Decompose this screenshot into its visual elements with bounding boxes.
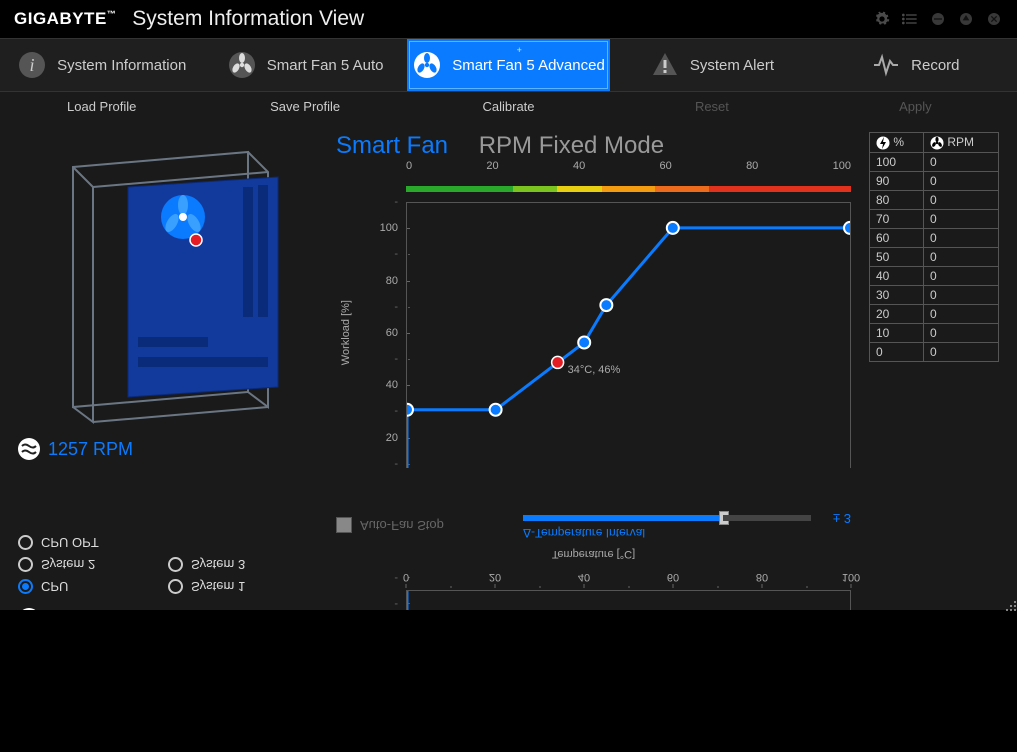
table-row[interactable]: 900 <box>870 171 999 190</box>
col-percent: % <box>893 135 904 149</box>
tab-label: Smart Fan 5 Advanced <box>452 57 605 74</box>
table-row[interactable]: 100 <box>870 323 999 342</box>
tab-label: System Information <box>57 57 186 74</box>
case-diagram <box>18 132 308 432</box>
plus-icon: + <box>517 45 522 55</box>
fan-curve-chart[interactable]: 020406080100 Workload [%] --20-40-60-80-… <box>336 548 851 610</box>
thermal-scale-bar <box>406 180 851 186</box>
col-rpm: RPM <box>947 135 974 149</box>
thermal-scale-ticks: 020406080100 <box>406 160 851 172</box>
table-row[interactable]: 300 <box>870 285 999 304</box>
maximize-icon[interactable] <box>957 10 975 28</box>
fan-radio-system-3[interactable]: System 3 <box>168 554 318 576</box>
plot-area[interactable]: 34°C, 46% <box>406 202 851 478</box>
fan-small-icon <box>930 136 944 150</box>
fan-rpm-readout: 1257 RPM <box>18 608 318 610</box>
action-reset[interactable]: Reset <box>610 92 813 122</box>
brand-logo: GIGABYTE™ <box>14 9 116 29</box>
dti-slider[interactable] <box>523 516 723 522</box>
fan-radio-system-1[interactable]: System 1 <box>168 576 318 598</box>
gear-icon[interactable] <box>873 10 891 28</box>
dti-label: Δ-Temperature Interval <box>523 526 645 540</box>
y-axis: --20-40-60-80-100- <box>360 202 402 490</box>
table-row[interactable]: 800 <box>870 190 999 209</box>
x-axis: 020406080100 <box>406 566 851 586</box>
titlebar: GIGABYTE™ System Information View <box>0 0 1017 38</box>
y-axis-label: Workload [%] <box>340 300 352 365</box>
chart-title: Smart Fan RPM Fixed Mode <box>336 132 851 160</box>
tab-label: Smart Fan 5 Auto <box>267 57 384 74</box>
fan-radio-system-2[interactable]: System 2 <box>18 554 168 576</box>
fan-radio-cpu[interactable]: CPU <box>18 576 168 598</box>
table-row[interactable]: 400 <box>870 266 999 285</box>
action-save-profile[interactable]: Save Profile <box>203 92 406 122</box>
tab-system-alert[interactable]: System Alert <box>610 39 813 91</box>
tab-smart-fan-advanced[interactable]: + Smart Fan 5 Advanced <box>407 39 610 91</box>
current-point-label: 34°C, 46% <box>568 364 621 376</box>
close-icon[interactable] <box>985 10 1003 28</box>
bolt-icon <box>876 136 890 150</box>
alert-icon <box>650 50 680 80</box>
minimize-icon[interactable] <box>929 10 947 28</box>
table-row[interactable]: 700 <box>870 209 999 228</box>
table-row[interactable]: 600 <box>870 228 999 247</box>
curve-svg[interactable] <box>407 203 850 477</box>
chart-title-mode: RPM Fixed Mode <box>479 132 664 159</box>
fan-radio-cpu-opt[interactable]: CPU OPT <box>18 532 168 554</box>
tab-label: Record <box>911 57 959 74</box>
table-row[interactable]: 00 <box>870 342 999 361</box>
record-icon <box>871 50 901 80</box>
action-calibrate[interactable]: Calibrate <box>407 92 610 122</box>
pwm-rpm-table: % RPM 100090080070060050040030020010000 <box>869 132 999 362</box>
fan-rpm-readout: 1257 RPM <box>18 438 318 460</box>
table-row[interactable]: 200 <box>870 304 999 323</box>
dti-value: ± 3 <box>833 511 851 526</box>
wave-icon <box>18 608 40 610</box>
list-icon[interactable] <box>901 10 919 28</box>
chart-title-left: Smart Fan <box>336 132 448 159</box>
auto-fan-stop-checkbox[interactable]: Auto-Fan Stop <box>336 518 444 534</box>
info-icon: i <box>17 50 47 80</box>
plot-area[interactable]: 34°C, 46% <box>406 590 851 610</box>
window-title: System Information View <box>132 7 364 31</box>
table-row[interactable]: 500 <box>870 247 999 266</box>
fan-selector: CPUSystem 1System 2System 3CPU OPT <box>18 532 318 598</box>
x-axis-label: Temperature [°C] <box>552 548 635 560</box>
y-axis: --20-40-60-80-100- <box>360 578 402 610</box>
rpm-value: 1257 RPM <box>48 609 133 611</box>
table-row[interactable]: 1000 <box>870 152 999 171</box>
tab-label: System Alert <box>690 57 774 74</box>
action-bar: Load Profile Save Profile Calibrate Rese… <box>0 92 1017 122</box>
resize-grip-icon[interactable] <box>1005 600 1017 612</box>
main-tabs: i System Information Smart Fan 5 Auto + … <box>0 38 1017 92</box>
fan-icon <box>412 50 442 80</box>
auto-fan-stop-label: Auto-Fan Stop <box>360 518 444 533</box>
tab-smart-fan-auto[interactable]: Smart Fan 5 Auto <box>203 39 406 91</box>
curve-svg[interactable] <box>407 591 850 610</box>
action-load-profile[interactable]: Load Profile <box>0 92 203 122</box>
svg-text:i: i <box>30 55 35 75</box>
tab-record[interactable]: Record <box>814 39 1017 91</box>
action-apply[interactable]: Apply <box>814 92 1017 122</box>
wave-icon <box>18 438 40 460</box>
tab-system-information[interactable]: i System Information <box>0 39 203 91</box>
rpm-value: 1257 RPM <box>48 439 133 460</box>
fan-icon <box>227 50 257 80</box>
